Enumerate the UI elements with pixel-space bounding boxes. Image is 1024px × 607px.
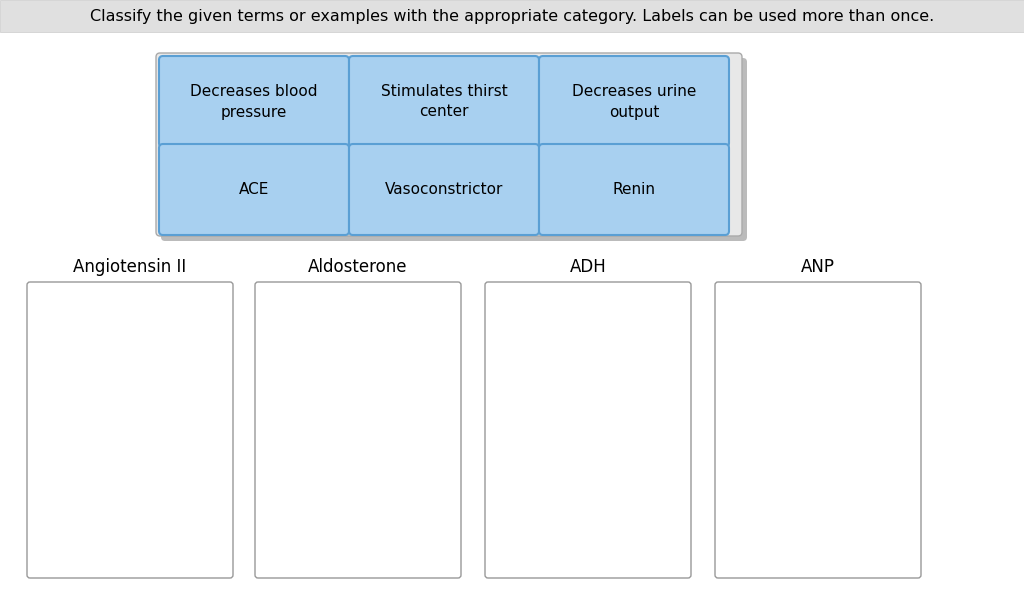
FancyBboxPatch shape [539, 144, 729, 235]
FancyBboxPatch shape [485, 282, 691, 578]
Text: Decreases urine
output: Decreases urine output [571, 84, 696, 120]
Text: Aldosterone: Aldosterone [308, 258, 408, 276]
Text: ANP: ANP [801, 258, 835, 276]
FancyBboxPatch shape [539, 56, 729, 147]
FancyBboxPatch shape [349, 56, 539, 147]
Text: ACE: ACE [239, 182, 269, 197]
FancyBboxPatch shape [156, 53, 742, 236]
Bar [0, 0, 1024, 32]
Text: Decreases blood
pressure: Decreases blood pressure [190, 84, 317, 120]
Text: Classify the given terms or examples with the appropriate category. Labels can b: Classify the given terms or examples wit… [90, 8, 934, 24]
Text: Vasoconstrictor: Vasoconstrictor [385, 182, 503, 197]
FancyBboxPatch shape [255, 282, 461, 578]
FancyBboxPatch shape [715, 282, 921, 578]
FancyBboxPatch shape [27, 282, 233, 578]
Text: ADH: ADH [569, 258, 606, 276]
FancyBboxPatch shape [159, 56, 349, 147]
FancyBboxPatch shape [159, 144, 349, 235]
Text: Renin: Renin [612, 182, 655, 197]
FancyBboxPatch shape [349, 144, 539, 235]
Text: Stimulates thirst
center: Stimulates thirst center [381, 84, 507, 120]
FancyBboxPatch shape [161, 58, 746, 241]
Text: Angiotensin II: Angiotensin II [74, 258, 186, 276]
